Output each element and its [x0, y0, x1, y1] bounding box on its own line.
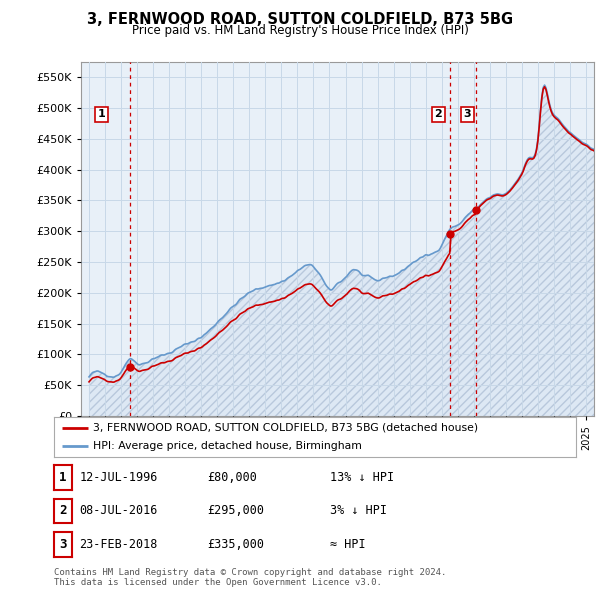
Text: 2: 2 [59, 504, 67, 517]
Text: HPI: Average price, detached house, Birmingham: HPI: Average price, detached house, Birm… [93, 441, 362, 451]
Text: 3, FERNWOOD ROAD, SUTTON COLDFIELD, B73 5BG (detached house): 3, FERNWOOD ROAD, SUTTON COLDFIELD, B73 … [93, 423, 478, 433]
Text: £335,000: £335,000 [207, 538, 264, 551]
Text: 13% ↓ HPI: 13% ↓ HPI [330, 471, 394, 484]
Text: 3: 3 [59, 538, 67, 551]
Text: 3: 3 [464, 109, 471, 119]
Text: 12-JUL-1996: 12-JUL-1996 [79, 471, 158, 484]
Text: £295,000: £295,000 [207, 504, 264, 517]
Text: 1: 1 [59, 471, 67, 484]
Text: £80,000: £80,000 [207, 471, 257, 484]
Text: Price paid vs. HM Land Registry's House Price Index (HPI): Price paid vs. HM Land Registry's House … [131, 24, 469, 37]
Text: 3% ↓ HPI: 3% ↓ HPI [330, 504, 387, 517]
Text: 08-JUL-2016: 08-JUL-2016 [79, 504, 158, 517]
Text: 3, FERNWOOD ROAD, SUTTON COLDFIELD, B73 5BG: 3, FERNWOOD ROAD, SUTTON COLDFIELD, B73 … [87, 12, 513, 27]
Text: 1: 1 [98, 109, 106, 119]
Text: 2: 2 [434, 109, 442, 119]
Text: Contains HM Land Registry data © Crown copyright and database right 2024.
This d: Contains HM Land Registry data © Crown c… [54, 568, 446, 587]
Text: ≈ HPI: ≈ HPI [330, 538, 365, 551]
Text: 23-FEB-2018: 23-FEB-2018 [79, 538, 158, 551]
